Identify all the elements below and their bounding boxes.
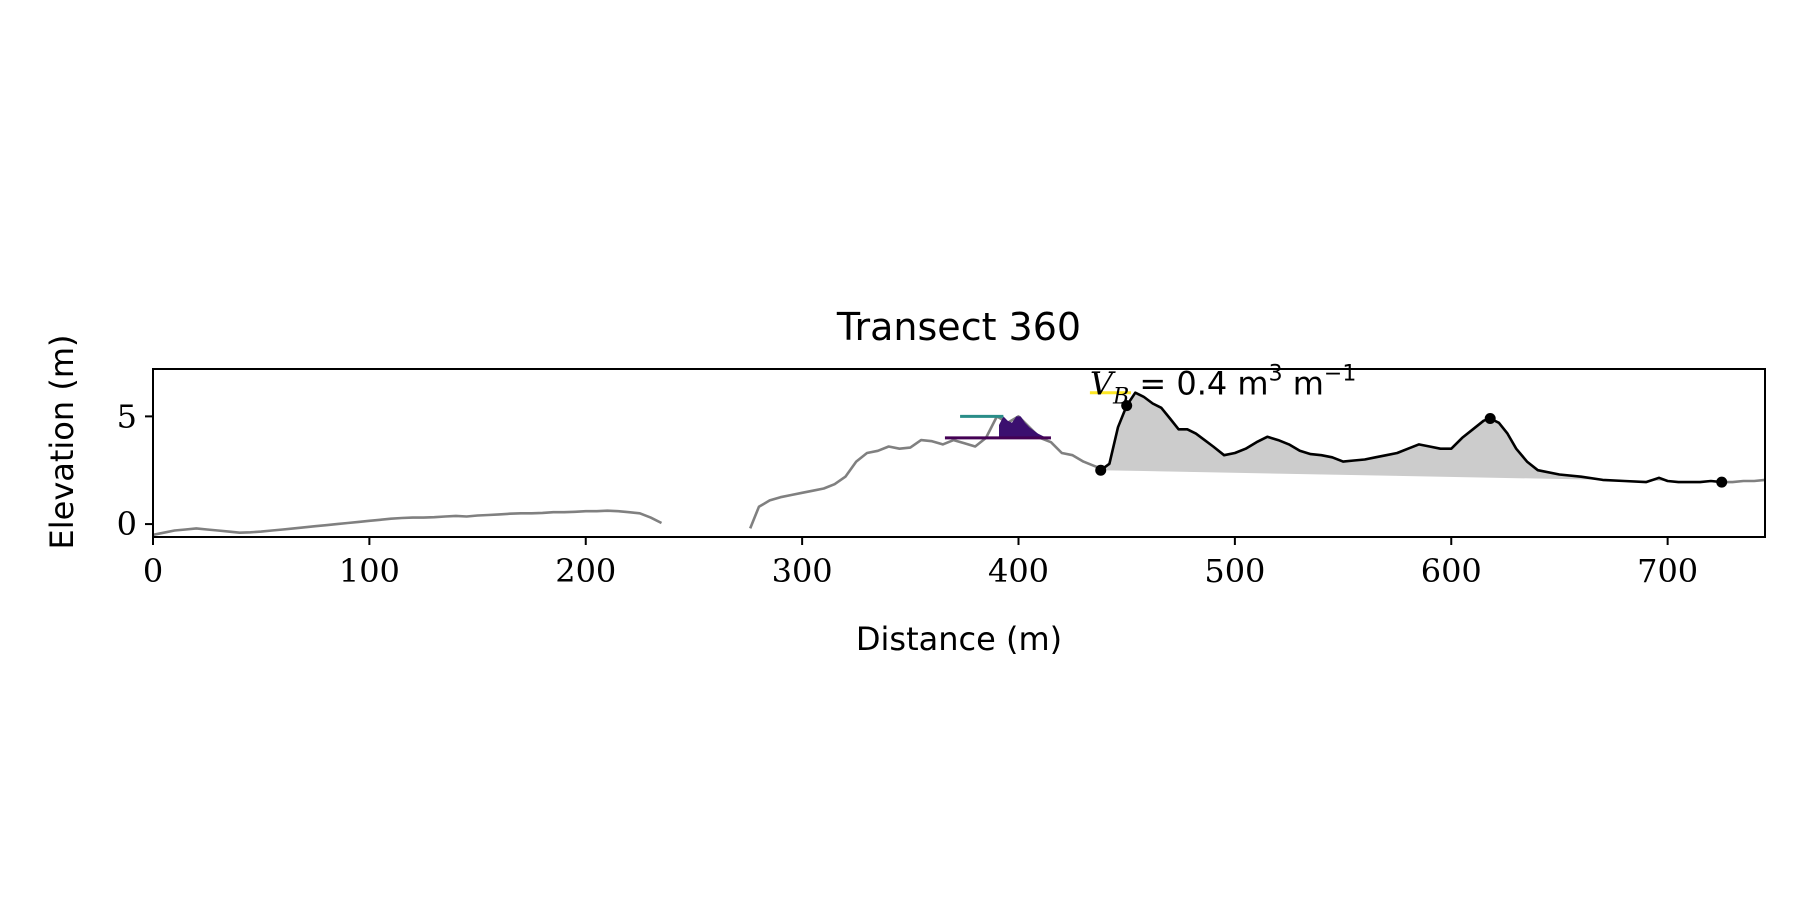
annotation-text2: m (1283, 365, 1324, 403)
x-tick-label-700: 700 (1637, 552, 1698, 590)
x-tick-label-500: 500 (1204, 552, 1265, 590)
y-tick-label-5: 5 (117, 397, 137, 435)
annotation-sup1: 3 (1269, 362, 1283, 387)
x-tick-label-400: 400 (988, 552, 1049, 590)
axes-frame (152, 368, 1766, 538)
profile-line-1 (153, 509, 663, 537)
plot-layer (153, 391, 1765, 537)
annotation-sup2: −1 (1324, 362, 1356, 387)
dune-point-4 (1716, 476, 1728, 488)
x-tick-label-300: 300 (772, 552, 833, 590)
dune-area-fill (1100, 392, 1722, 483)
profile-line-3 (1721, 478, 1765, 484)
dune-point-1 (1095, 464, 1107, 476)
dune-point-2 (1121, 400, 1133, 412)
annotation-subscript: B (1112, 385, 1129, 410)
purple-fill (999, 416, 1051, 438)
dune-point-3 (1484, 413, 1496, 425)
annotation-text: = 0.4 m (1129, 365, 1268, 403)
y-axis-label: Elevation (m) (43, 335, 81, 550)
volume-annotation: VB = 0.4 m3 m−1 (1090, 362, 1356, 410)
x-tick-label-200: 200 (555, 552, 616, 590)
x-tick-label-600: 600 (1421, 552, 1482, 590)
x-axis-label: Distance (m) (856, 620, 1062, 658)
ticks-layer: 0 100 200 300 400 500 600 700 0 5 (117, 397, 1699, 590)
annotation-symbol: V (1090, 365, 1116, 403)
x-tick-label-100: 100 (339, 552, 400, 590)
chart-title: Transect 360 (836, 305, 1081, 349)
dune-profile-line (1099, 391, 1722, 484)
x-tick-label-0: 0 (143, 552, 163, 590)
profile-line-2 (748, 415, 1106, 529)
y-tick-label-0: 0 (117, 505, 137, 543)
plot-area (153, 391, 1765, 537)
